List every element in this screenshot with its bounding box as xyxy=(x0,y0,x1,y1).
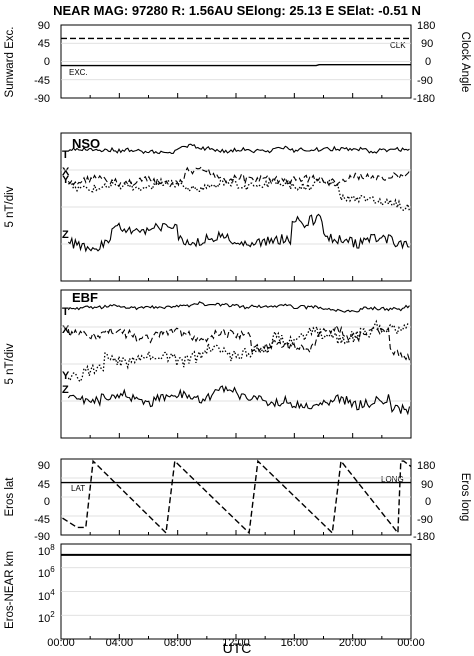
series-line-2-1 xyxy=(67,324,411,361)
panel-eros-ticks: 90 45 0 -45 -90 180 90 0 -90 -180 xyxy=(34,460,435,543)
series-line-2-0 xyxy=(67,301,410,313)
sunward-tick-90: 90 xyxy=(38,20,50,32)
nso-label-t: T xyxy=(62,149,69,161)
distance-tick-1e6: 106 xyxy=(38,565,55,580)
panel-sunward-ticks: 90 45 0 -45 -90 180 90 0 -90 -180 xyxy=(34,20,435,105)
chart-title: NEAR MAG: 97280 R: 1.56AU SElong: 25.13 … xyxy=(53,3,421,18)
x-tick-label-5: 20:00 xyxy=(339,637,367,649)
ebf-label-x: X xyxy=(62,324,70,336)
distance-tick-1e2: 102 xyxy=(38,610,55,625)
panel-eros-lines xyxy=(60,459,412,535)
distance-tick-1e4: 104 xyxy=(38,588,55,603)
panel-nso-lines xyxy=(60,143,412,281)
sunward-tick-0: 0 xyxy=(44,56,50,68)
distance-tick-1e8: 108 xyxy=(38,543,55,558)
nso-panel-label: NSO xyxy=(72,136,100,151)
panel-distance-lines xyxy=(60,553,412,639)
x-tick-label-6: 00:00 xyxy=(397,637,425,649)
panel-ebf-lines xyxy=(60,301,412,438)
ebf-label-z: Z xyxy=(62,384,69,396)
eros-lat-axis-label: Eros lat xyxy=(4,477,16,517)
ebf-label-t: T xyxy=(62,306,69,318)
eros-lat-tick-m45: -45 xyxy=(34,514,50,526)
clock-axis-label: Clock Angle xyxy=(459,32,471,93)
x-tick-label-3: 12:00 xyxy=(222,637,250,649)
eros-long-tick-0: 0 xyxy=(425,496,431,508)
eros-long-tick-m180: -180 xyxy=(413,531,435,543)
clock-tick-m180: -180 xyxy=(413,93,435,105)
series-line-0-1 xyxy=(61,64,411,67)
sunward-tick-45: 45 xyxy=(38,38,50,50)
ebf-axis-label: 5 nT/div xyxy=(4,343,16,384)
sunward-axis-label: Sunward Exc. xyxy=(4,27,16,98)
eros-long-tick-180: 180 xyxy=(417,460,435,472)
x-axis-label: UTC xyxy=(223,640,252,656)
clock-tick-180: 180 xyxy=(417,20,435,32)
nso-label-y: Y xyxy=(62,174,70,186)
nso-label-z: Z xyxy=(62,229,69,241)
exc-label: EXC. xyxy=(69,68,88,77)
clock-tick-m90: -90 xyxy=(417,75,433,87)
sunward-tick-m45: -45 xyxy=(34,75,50,87)
nso-axis-label: 5 nT/div xyxy=(4,186,16,227)
series-line-1-3 xyxy=(67,213,410,253)
series-line-3-1 xyxy=(62,459,412,535)
x-tick-label-2: 08:00 xyxy=(164,637,192,649)
eros-lat-tick-m90: -90 xyxy=(34,531,50,543)
series-line-1-0 xyxy=(67,143,410,155)
series-line-2-2 xyxy=(67,319,410,383)
clock-tick-0: 0 xyxy=(425,56,431,68)
eros-lat-tick-45: 45 xyxy=(38,479,50,491)
x-tick-label-1: 04:00 xyxy=(106,637,134,649)
eros-long-axis-label: Eros long xyxy=(459,473,471,522)
sunward-tick-m90: -90 xyxy=(34,93,50,105)
ebf-label-y: Y xyxy=(62,370,70,382)
lat-label: LAT xyxy=(71,484,85,493)
series-line-1-2 xyxy=(68,177,411,212)
eros-lat-tick-0: 0 xyxy=(44,496,50,508)
long-label: LONG xyxy=(381,475,404,484)
x-axis-ticks: 00:00 04:00 08:00 12:00 16:00 20:00 00:00 xyxy=(47,637,425,649)
ebf-panel-label: EBF xyxy=(72,290,98,305)
series-line-2-3 xyxy=(67,385,411,416)
series-line-1-1 xyxy=(67,166,410,189)
distance-axis-label: Eros-NEAR km xyxy=(4,551,16,629)
eros-long-tick-m90: -90 xyxy=(417,514,433,526)
x-tick-label-4: 16:00 xyxy=(281,637,309,649)
nso-label-x: X xyxy=(62,166,70,178)
eros-lat-tick-90: 90 xyxy=(38,460,50,472)
clock-tick-90: 90 xyxy=(421,38,433,50)
clk-label: CLK xyxy=(390,41,406,50)
panel-distance-ticks: 108 106 104 102 xyxy=(38,543,55,625)
eros-long-tick-90: 90 xyxy=(421,479,433,491)
x-tick-label-0: 00:00 xyxy=(47,637,75,649)
panel-sunward-lines xyxy=(60,37,412,98)
